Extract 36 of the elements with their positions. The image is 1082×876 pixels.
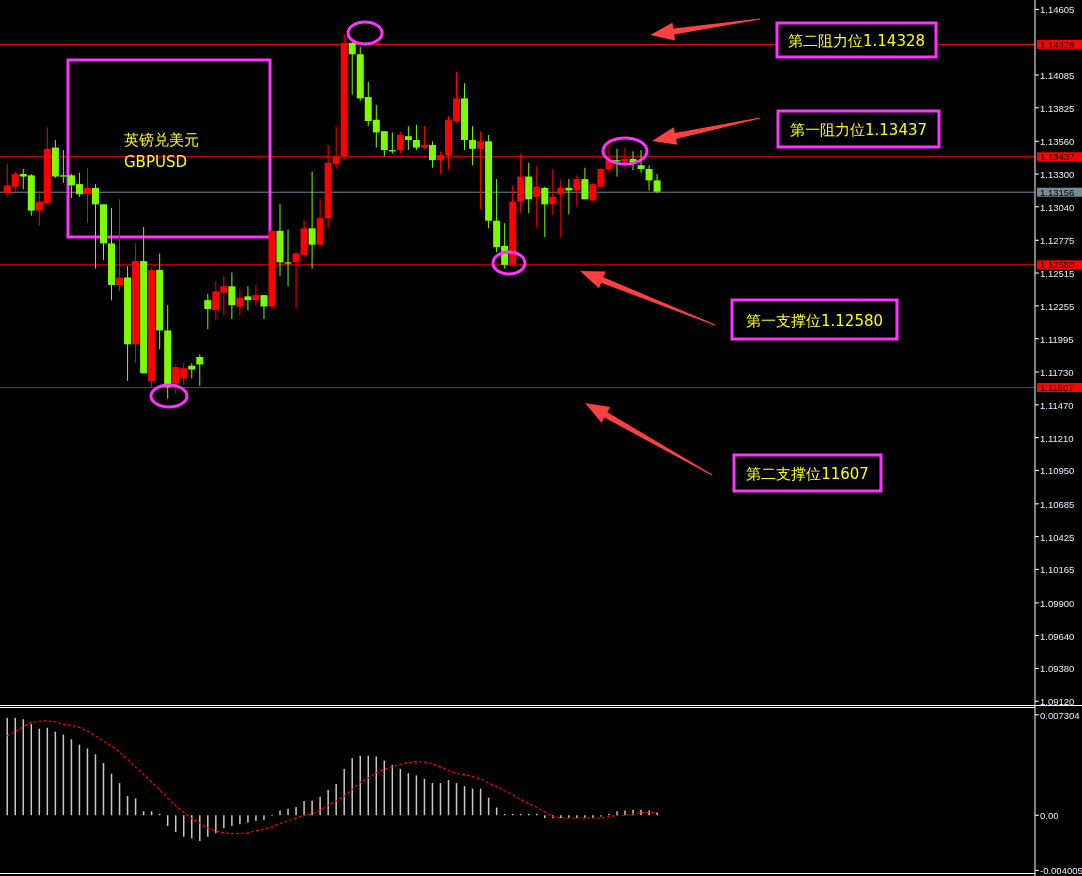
y-tick-label: 1.09640	[1040, 630, 1075, 642]
ref-line-label: 1.12580	[1040, 259, 1075, 271]
y-tick-label: 1.09380	[1040, 663, 1075, 675]
ref-line-label: 1.13437	[1040, 151, 1075, 163]
y-tick-label: 1.12255	[1040, 300, 1075, 312]
y-tick-label: 1.13560	[1040, 136, 1075, 148]
annotation: 第一阻力位1.13437	[789, 121, 928, 139]
y-tick-label: 1.14605	[1040, 4, 1075, 16]
annotation: 第二支撑位11607	[746, 465, 869, 483]
y-tick-label: 1.10425	[1040, 531, 1075, 543]
y-tick-label: 1.11210	[1040, 432, 1074, 444]
y-tick-label: 1.12775	[1040, 235, 1075, 247]
y-tick-label: 1.11995	[1040, 333, 1074, 345]
y-tick-label: 1.14085	[1040, 70, 1075, 82]
annotation: 第一支撑位1.12580	[745, 311, 884, 330]
y-tick-label: 1.13825	[1040, 102, 1075, 114]
text: GBPUSD	[124, 153, 188, 171]
annotation: 第二阻力位1.14328	[787, 32, 926, 50]
y-tick-label: 1.09900	[1040, 597, 1075, 609]
y-tick-label: -0.004005	[1040, 865, 1082, 876]
ref-line-label: 1.14328	[1040, 38, 1075, 50]
y-tick-label: 1.13040	[1040, 201, 1075, 213]
y-tick-label: 1.13300	[1040, 169, 1075, 181]
y-tick-label: 1.11730	[1040, 367, 1074, 379]
y-tick-label: 1.09120	[1040, 696, 1075, 708]
y-tick-label: 0.00	[1040, 810, 1059, 822]
y-tick-label: 1.12515	[1040, 268, 1075, 280]
y-tick-label: 1.10685	[1040, 498, 1075, 510]
y-tick-label: 1.10165	[1040, 564, 1075, 576]
ref-line-label: 1.11607	[1040, 382, 1074, 394]
y-tick-label: 0.007304	[1040, 709, 1080, 721]
y-tick-label: 1.11470	[1040, 399, 1074, 411]
line-series	[6, 720, 658, 835]
ref-line-label: 1.13156	[1040, 186, 1075, 198]
y-tick-label: 1.10950	[1040, 465, 1075, 477]
text: 英镑兑美元	[124, 131, 199, 149]
